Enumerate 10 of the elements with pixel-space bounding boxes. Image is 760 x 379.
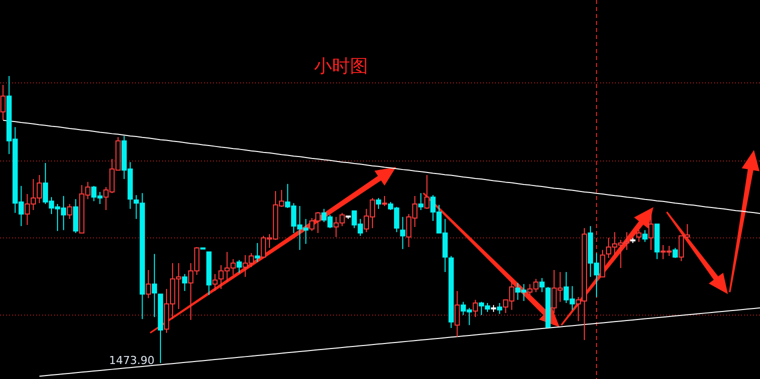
candlestick: [636, 230, 642, 242]
chart-title: 小时图: [314, 56, 368, 77]
candlestick: [454, 290, 460, 338]
annotation: 1473.90: [108, 354, 154, 367]
candlestick: [182, 274, 188, 292]
candlestick: [648, 214, 654, 250]
candlestick: [0, 84, 6, 120]
candlestick: [212, 274, 218, 292]
candlestick: [152, 253, 158, 318]
candlestick: [400, 216, 406, 250]
